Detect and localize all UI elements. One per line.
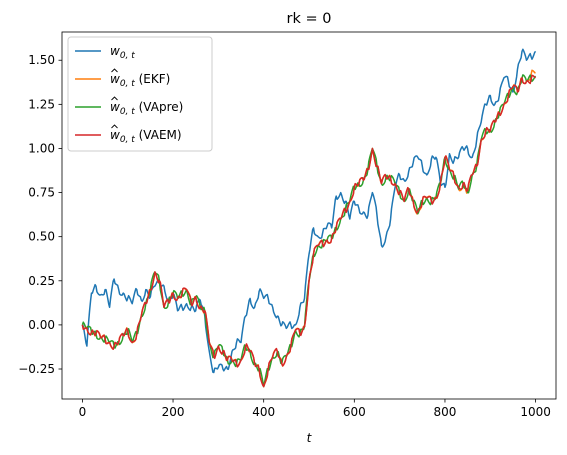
y-tick-label: 0.75 <box>28 186 55 200</box>
legend-label-0: w0, t <box>110 44 135 61</box>
x-tick-label: 200 <box>162 405 185 419</box>
hat-accent-mark <box>111 96 118 101</box>
y-axis: −0.25 0.00 0.25 0.50 0.75 1.00 1.25 1.50 <box>18 53 62 376</box>
chart-title: rk = 0 <box>287 11 332 27</box>
legend-box <box>67 36 213 152</box>
y-tick-label: 0.25 <box>28 274 55 288</box>
x-tick-label: 0 <box>79 405 87 419</box>
series-layer <box>81 48 537 388</box>
y-tick-label: −0.25 <box>18 362 55 376</box>
y-tick-label: 1.00 <box>28 141 55 155</box>
x-axis-label: t <box>307 431 313 445</box>
x-tick-label: 600 <box>343 405 366 419</box>
y-tick-label: 1.50 <box>28 53 55 67</box>
y-tick-label: 0.50 <box>28 230 55 244</box>
legend-label-3: w0, t (VAEM) <box>110 128 182 145</box>
legend-label-1: w0, t (EKF) <box>110 72 170 89</box>
hat-accent-mark <box>111 68 118 73</box>
x-tick-label: 800 <box>434 405 457 419</box>
x-axis: 0 200 400 600 800 1000 <box>79 399 551 419</box>
legend: w0, t w0, t (EKF) w0, t (VApre) w0, t (VAEM… <box>67 36 213 152</box>
y-tick-label: 1.25 <box>28 97 55 111</box>
y-tick-label: 0.00 <box>28 318 55 332</box>
legend-label-2: w0, t (VApre) <box>110 100 183 117</box>
x-tick-label: 400 <box>252 405 275 419</box>
x-tick-label: 1000 <box>520 405 551 419</box>
series-line-3 <box>81 74 537 388</box>
axes-frame <box>61 31 557 400</box>
hat-accent-mark <box>111 124 118 129</box>
